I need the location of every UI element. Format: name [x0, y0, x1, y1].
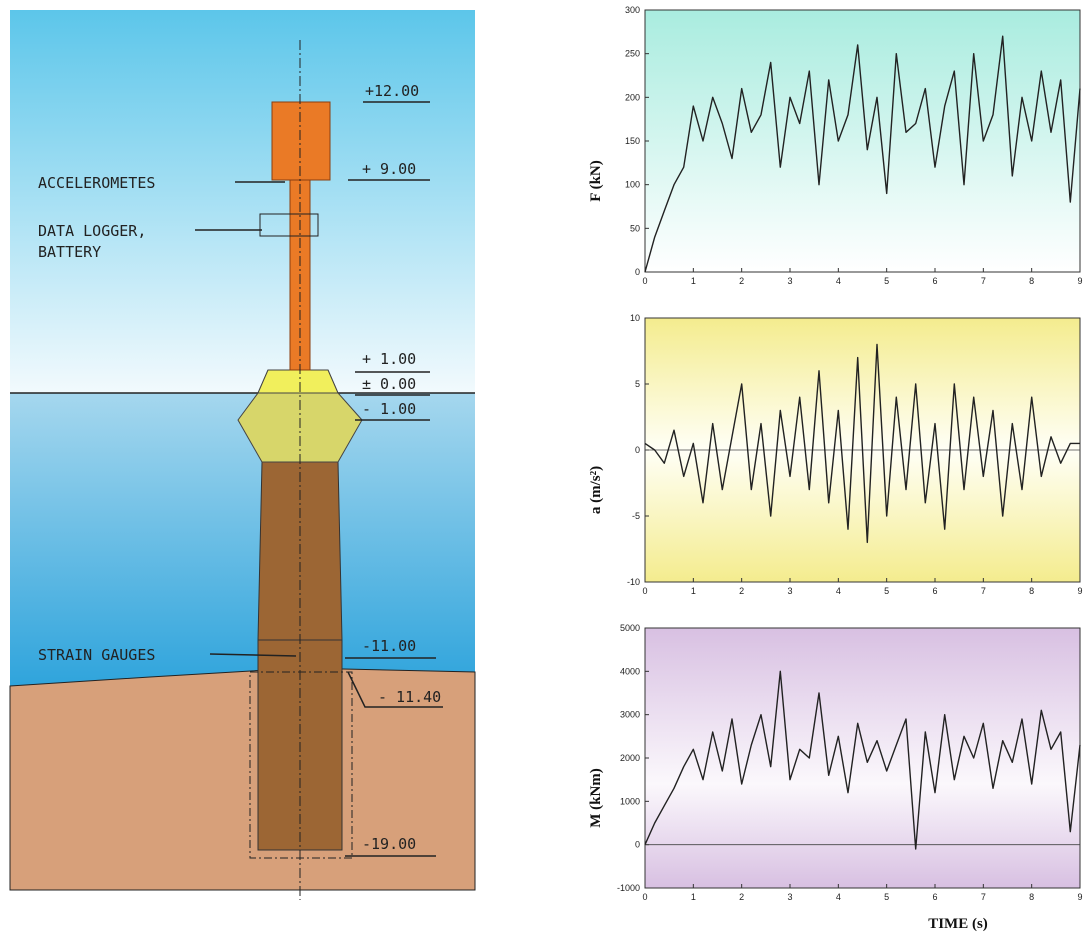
x-tick-label: 8	[1029, 892, 1034, 902]
y-tick-label: 0	[635, 840, 640, 850]
y-tick-label: -1000	[617, 883, 640, 893]
y-tick-label: 1000	[620, 796, 640, 806]
x-tick-label: 2	[739, 586, 744, 596]
elevation: + 1.00	[362, 350, 416, 368]
y-tick-label: 0	[635, 267, 640, 277]
top-box	[272, 102, 330, 180]
elevation: - 1.00	[362, 400, 416, 418]
plot-area	[645, 10, 1080, 272]
x-tick-label: 7	[981, 276, 986, 286]
y-tick-label: 3000	[620, 710, 640, 720]
x-tick-label: 0	[642, 276, 647, 286]
x-axis-label: TIME (s)	[928, 916, 988, 932]
x-tick-label: 9	[1077, 276, 1082, 286]
y-tick-label: 50	[630, 223, 640, 233]
x-tick-label: 0	[642, 892, 647, 902]
y-tick-label: -5	[632, 511, 640, 521]
x-tick-label: 6	[932, 892, 937, 902]
label: ACCELEROMETES	[38, 174, 155, 192]
plot-area	[645, 628, 1080, 888]
x-tick-label: 2	[739, 892, 744, 902]
x-tick-label: 6	[932, 276, 937, 286]
x-tick-label: 0	[642, 586, 647, 596]
cone-top	[258, 370, 338, 393]
sky	[10, 10, 475, 393]
x-tick-label: 2	[739, 276, 744, 286]
x-tick-label: 3	[787, 276, 792, 286]
x-tick-label: 7	[981, 892, 986, 902]
x-tick-label: 5	[884, 586, 889, 596]
x-tick-label: 3	[787, 892, 792, 902]
y-axis-label: M (kNm)	[588, 768, 604, 828]
y-axis-label: a (m/s²)	[588, 466, 604, 514]
x-tick-label: 9	[1077, 586, 1082, 596]
y-tick-label: 200	[625, 92, 640, 102]
x-tick-label: 1	[691, 892, 696, 902]
label: DATA LOGGER,	[38, 222, 146, 240]
y-tick-label: 100	[625, 180, 640, 190]
y-tick-label: 5000	[620, 623, 640, 633]
y-tick-label: 300	[625, 5, 640, 15]
x-tick-label: 1	[691, 276, 696, 286]
y-tick-label: 5	[635, 379, 640, 389]
y-tick-label: 10	[630, 313, 640, 323]
x-tick-label: 1	[691, 586, 696, 596]
elevation: - 11.40	[378, 688, 441, 706]
elevation: -19.00	[362, 835, 416, 853]
elevation: ± 0.00	[362, 375, 416, 393]
x-tick-label: 7	[981, 586, 986, 596]
x-tick-label: 4	[836, 892, 841, 902]
x-tick-label: 3	[787, 586, 792, 596]
x-tick-label: 8	[1029, 276, 1034, 286]
x-tick-label: 4	[836, 276, 841, 286]
diagram: +12.00 + 9.00 + 1.00 ± 0.00 - 1.00 -11.0…	[10, 10, 475, 900]
x-tick-label: 4	[836, 586, 841, 596]
x-tick-label: 5	[884, 892, 889, 902]
y-tick-label: 4000	[620, 666, 640, 676]
x-tick-label: 6	[932, 586, 937, 596]
y-tick-label: 150	[625, 136, 640, 146]
x-tick-label: 8	[1029, 586, 1034, 596]
y-tick-label: -10	[627, 577, 640, 587]
label: STRAIN GAUGES	[38, 646, 155, 664]
elevation: + 9.00	[362, 160, 416, 178]
y-tick-label: 0	[635, 445, 640, 455]
x-tick-label: 5	[884, 276, 889, 286]
x-tick-label: 9	[1077, 892, 1082, 902]
figure: +12.00 + 9.00 + 1.00 ± 0.00 - 1.00 -11.0…	[0, 0, 1087, 942]
label: BATTERY	[38, 243, 101, 261]
y-tick-label: 250	[625, 49, 640, 59]
elevation: -11.00	[362, 637, 416, 655]
y-tick-label: 2000	[620, 753, 640, 763]
elevation: +12.00	[365, 82, 419, 100]
y-axis-label: F (kN)	[588, 160, 604, 202]
